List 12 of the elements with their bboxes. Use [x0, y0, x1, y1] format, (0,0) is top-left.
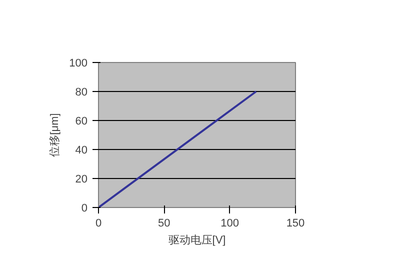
- y-tick-label: 40: [75, 144, 88, 156]
- y-tick-label: 100: [69, 58, 88, 70]
- x-axis-title: 驱动电压[V]: [168, 234, 226, 246]
- y-tick-label: 20: [75, 174, 88, 186]
- y-tick-label: 60: [75, 116, 88, 128]
- y-tick-label: 0: [81, 202, 88, 214]
- x-tick-label: 150: [286, 218, 305, 230]
- x-tick-label: 100: [220, 218, 240, 230]
- y-tick-label: 80: [75, 86, 88, 98]
- x-tick-label: 0: [95, 218, 102, 230]
- y-axis-title: 位移[μm]: [49, 113, 62, 157]
- x-tick-label: 50: [158, 218, 170, 230]
